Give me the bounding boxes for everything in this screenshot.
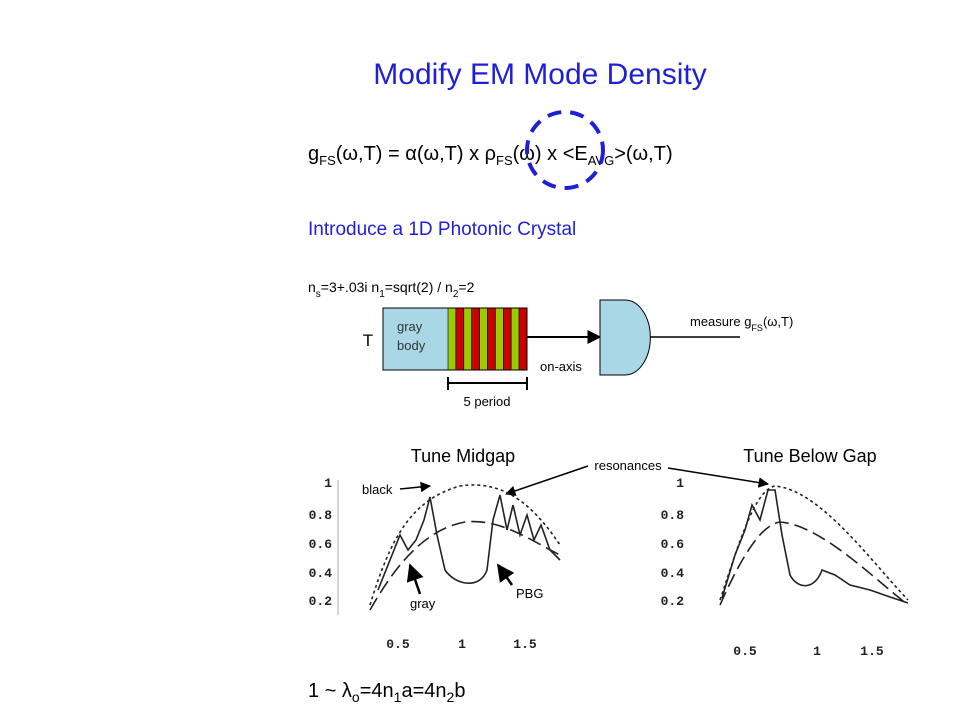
highlight-circle xyxy=(525,110,605,190)
measure-label: measure gFS(ω,T) xyxy=(690,314,793,333)
text-run: =4n xyxy=(360,680,394,702)
stripe xyxy=(447,307,457,371)
annotation: black xyxy=(362,482,393,497)
y-tick-label: 0.8 xyxy=(309,508,333,523)
stripe xyxy=(479,307,488,371)
text-run: n xyxy=(308,279,316,295)
subscript: FS xyxy=(751,323,763,333)
text-run: =2 xyxy=(458,279,474,295)
subscript: s xyxy=(316,289,321,300)
arrow xyxy=(496,563,515,586)
stripe xyxy=(502,307,512,371)
x-tick-label: 0.5 xyxy=(733,644,757,659)
subscript: FS xyxy=(496,153,513,168)
x-tick-label: 1.5 xyxy=(513,637,537,652)
text-run: =3+.03i n xyxy=(321,279,379,295)
annotation: gray xyxy=(410,596,436,611)
x-tick-label: 1.5 xyxy=(860,644,884,659)
text-run: =sqrt(2) / n xyxy=(385,279,453,295)
detector xyxy=(599,299,651,376)
y-tick-label: 1 xyxy=(324,476,332,491)
crystal-diagram: T gray body on-axis measure gFS(ω,T) 5 p… xyxy=(363,299,793,409)
plot-left xyxy=(337,480,561,615)
body-label: body xyxy=(397,338,426,353)
y-tick-label: 0.2 xyxy=(661,594,685,609)
annotation: PBG xyxy=(516,586,543,601)
stripe xyxy=(495,307,504,371)
crystal-outline xyxy=(382,307,528,371)
plot-right xyxy=(719,485,909,606)
footer-formula: 1 ~ λo=4n1a=4n2b xyxy=(308,680,465,705)
stripe xyxy=(510,307,520,371)
arrow xyxy=(406,563,424,595)
equation: gFS(ω,T) = α(ω,T) x ρFS(ω) x <EAVG>(ω,T) xyxy=(308,143,673,168)
y-tick-label: 0.8 xyxy=(661,508,685,523)
stripe xyxy=(471,307,480,371)
text-run: (ω,T) xyxy=(763,314,793,329)
plot-title: Tune Midgap xyxy=(411,446,515,466)
y-tick-label: 0.4 xyxy=(661,566,685,581)
text-run: 1 ~ λ xyxy=(308,680,352,702)
y-tick-label: 1 xyxy=(676,476,684,491)
stripe xyxy=(463,307,472,371)
subscript: FS xyxy=(319,153,336,168)
y-tick-label: 0.6 xyxy=(661,537,685,552)
annotation: resonances xyxy=(594,458,662,473)
gray-body xyxy=(383,308,448,370)
text-run: b xyxy=(454,680,465,702)
period-bracket xyxy=(447,377,528,390)
stripes xyxy=(447,307,528,371)
text-run: >(ω,T) xyxy=(614,143,672,165)
stripe xyxy=(518,307,528,371)
body-label: gray xyxy=(397,319,423,334)
x-tick-label: 1 xyxy=(813,644,821,659)
arrow xyxy=(667,467,770,488)
tick-labels: 1 0.8 0.6 0.4 0.2 0.5 1 1.5 1 0.8 0.6 0.4 0.2 0.5 1 1.5 xyxy=(309,476,884,659)
source-label: T xyxy=(363,331,373,350)
y-tick-label: 0.2 xyxy=(309,594,333,609)
subscript: 2 xyxy=(447,689,455,705)
text-run: (ω,T) = α(ω,T) x ρ xyxy=(336,143,496,165)
stripe xyxy=(455,307,465,371)
stripe xyxy=(487,307,496,371)
indices: ns=3+.03i n1=sqrt(2) / n2=2 xyxy=(308,279,475,300)
text-run: a=4n xyxy=(401,680,446,702)
x-tick-label: 1 xyxy=(458,637,466,652)
text-run: measure g xyxy=(690,314,751,329)
text-run: g xyxy=(308,143,319,165)
arrow xyxy=(505,465,589,496)
axis-label: on-axis xyxy=(540,359,582,374)
plot-title: Tune Below Gap xyxy=(743,446,876,466)
arrow xyxy=(399,481,432,493)
period-label: 5 period xyxy=(464,394,511,409)
title: Modify EM Mode Density xyxy=(373,58,706,91)
y-tick-label: 0.4 xyxy=(309,566,333,581)
text-run: (ω) x <E xyxy=(513,143,588,165)
subscript: 2 xyxy=(453,289,459,300)
subscript: o xyxy=(352,689,360,705)
subscript: 1 xyxy=(379,289,385,300)
y-tick-label: 0.6 xyxy=(309,537,333,552)
x-tick-label: 0.5 xyxy=(386,637,410,652)
subtitle: Introduce a 1D Photonic Crystal xyxy=(308,219,576,240)
subscript: 1 xyxy=(394,689,402,705)
